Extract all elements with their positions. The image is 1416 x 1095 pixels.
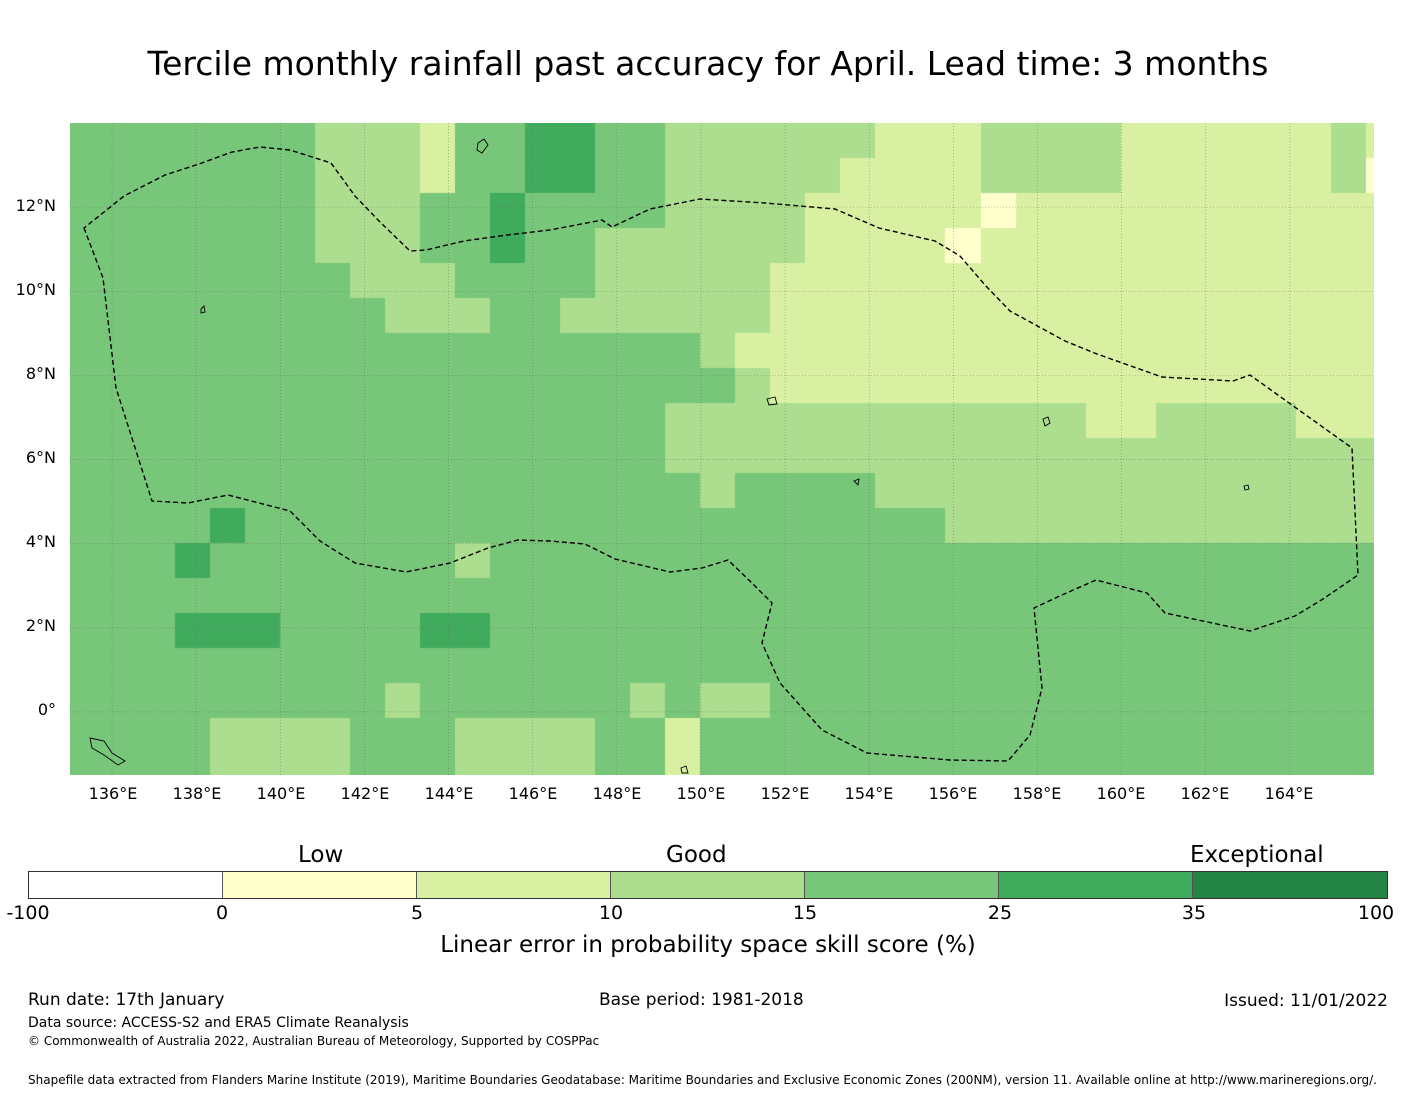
category-label-exceptional: Exceptional (1190, 842, 1324, 868)
colorbar-tick-label: 5 (410, 902, 424, 924)
colorbar-segment (999, 872, 1194, 898)
colorbar-segment (805, 872, 1000, 898)
x-tick-label: 144°E (424, 784, 474, 803)
colorbar (28, 871, 1388, 899)
x-tick-label: 140°E (256, 784, 306, 803)
colorbar-tick-label: 0 (215, 902, 229, 924)
x-tick-label: 154°E (844, 784, 894, 803)
colorbar-axis-label: Linear error in probability space skill … (440, 932, 976, 958)
x-tick-label: 162°E (1180, 784, 1230, 803)
y-tick-label: 8°N (25, 364, 56, 383)
chart-title: Tercile monthly rainfall past accuracy f… (147, 44, 1269, 83)
colorbar-tick-label: 100 (1357, 902, 1395, 924)
colorbar-tick-label: 35 (1181, 902, 1207, 924)
x-tick-label: 164°E (1264, 784, 1314, 803)
graticule (70, 123, 1374, 775)
colorbar-tick-label: 25 (987, 902, 1013, 924)
category-label-low: Low (298, 842, 344, 868)
skill-map (70, 123, 1374, 775)
copyright: © Commonwealth of Australia 2022, Austra… (28, 1034, 600, 1048)
eez-boundary (83, 146, 1359, 762)
y-tick-label: 6°N (25, 448, 56, 467)
colorbar-segment (223, 872, 418, 898)
colorbar-segment (611, 872, 806, 898)
x-tick-label: 158°E (1012, 784, 1062, 803)
issued-date: Issued: 11/01/2022 (1224, 991, 1388, 1011)
run-date: Run date: 17th January (28, 990, 225, 1010)
y-tick-label: 4°N (25, 532, 56, 551)
x-tick-label: 142°E (340, 784, 390, 803)
x-tick-label: 138°E (172, 784, 222, 803)
x-tick-label: 152°E (760, 784, 810, 803)
y-tick-label: 2°N (25, 616, 56, 635)
base-period: Base period: 1981-2018 (599, 990, 804, 1010)
colorbar-segment (417, 872, 612, 898)
x-tick-label: 148°E (592, 784, 642, 803)
colorbar-tick-label: -100 (6, 902, 50, 924)
island-outlines (89, 138, 1250, 774)
x-tick-label: 136°E (88, 784, 138, 803)
x-tick-label: 146°E (508, 784, 558, 803)
colorbar-tick-label: 10 (598, 902, 624, 924)
y-tick-label: 12°N (15, 196, 56, 215)
shapefile-credit: Shapefile data extracted from Flanders M… (28, 1073, 1377, 1087)
colorbar-tick-label: 15 (792, 902, 818, 924)
colorbar-segment (1193, 872, 1387, 898)
category-label-good: Good (666, 842, 727, 868)
y-tick-label: 0° (37, 700, 56, 719)
skill-grid (70, 123, 1374, 775)
x-tick-label: 156°E (928, 784, 978, 803)
x-tick-label: 160°E (1096, 784, 1146, 803)
data-source: Data source: ACCESS-S2 and ERA5 Climate … (28, 1015, 409, 1031)
colorbar-segment (29, 872, 224, 898)
x-tick-label: 150°E (676, 784, 726, 803)
y-tick-label: 10°N (15, 280, 56, 299)
map-overlay (70, 123, 1374, 775)
